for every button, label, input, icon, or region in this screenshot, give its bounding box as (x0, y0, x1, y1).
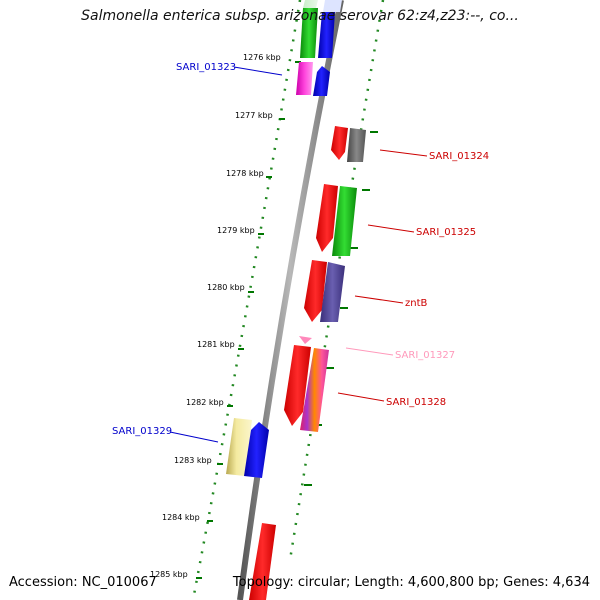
tick-label-1285: 1285 kbp (150, 570, 188, 579)
tick-label-1278: 1278 kbp (226, 169, 264, 178)
gene-red-bottom[interactable] (249, 523, 276, 600)
gene-blue-upper[interactable] (318, 12, 335, 58)
tick-label-1282: 1282 kbp (186, 398, 224, 407)
tick-label-1279: 1279 kbp (217, 226, 255, 235)
kbp-ticks (196, 61, 301, 579)
gene-features (226, 0, 366, 600)
gene-stripe-01328[interactable] (300, 348, 329, 432)
gene-green-upper[interactable] (300, 8, 318, 58)
tick-label-1276: 1276 kbp (243, 53, 281, 62)
gene-labels: SARI_01323 SARI_01324 SARI_01325 zntB SA… (112, 62, 489, 437)
gene-blue-01323[interactable] (313, 66, 330, 96)
gene-red-01325[interactable] (316, 184, 338, 252)
tick-label-1283: 1283 kbp (174, 456, 212, 465)
label-connectors (169, 66, 428, 443)
gene-top-lightblue[interactable] (323, 0, 342, 12)
gene-green-01325[interactable] (332, 186, 357, 256)
gene-label-sari-01329[interactable]: SARI_01329 (112, 426, 172, 437)
gene-purple-zntB[interactable] (320, 262, 345, 322)
gene-red-01324[interactable] (331, 126, 348, 160)
gene-label-sari-01324[interactable]: SARI_01324 (429, 151, 489, 162)
gene-pink-01327[interactable] (299, 336, 312, 344)
gene-label-zntb[interactable]: zntB (405, 298, 428, 309)
topology-text: Topology: circular; Length: 4,600,800 bp… (232, 575, 590, 590)
gene-magenta-01323[interactable] (296, 62, 313, 95)
gene-label-sari-01327[interactable]: SARI_01327 (395, 350, 455, 361)
gene-top-lightgreen[interactable] (303, 0, 318, 8)
gene-blue-01329[interactable] (244, 422, 269, 478)
gene-label-sari-01328[interactable]: SARI_01328 (386, 397, 446, 408)
tick-label-1277: 1277 kbp (235, 111, 273, 120)
map-title: Salmonella enterica subsp. arizonae sero… (81, 8, 519, 24)
gene-label-sari-01325[interactable]: SARI_01325 (416, 227, 476, 238)
tick-label-1284: 1284 kbp (162, 513, 200, 522)
accession-text: Accession: NC_010067 (9, 575, 157, 590)
tick-label-1281: 1281 kbp (197, 340, 235, 349)
gene-label-sari-01323[interactable]: SARI_01323 (176, 62, 236, 73)
gene-yellow-01329[interactable] (226, 418, 252, 476)
gene-red-zntB[interactable] (304, 260, 327, 322)
gene-gray-01324[interactable] (347, 128, 366, 162)
tick-label-1280: 1280 kbp (207, 283, 245, 292)
gene-red-01328[interactable] (284, 345, 311, 426)
kbp-tick-labels: 1276 kbp 1277 kbp 1278 kbp 1279 kbp 1280… (150, 53, 281, 579)
